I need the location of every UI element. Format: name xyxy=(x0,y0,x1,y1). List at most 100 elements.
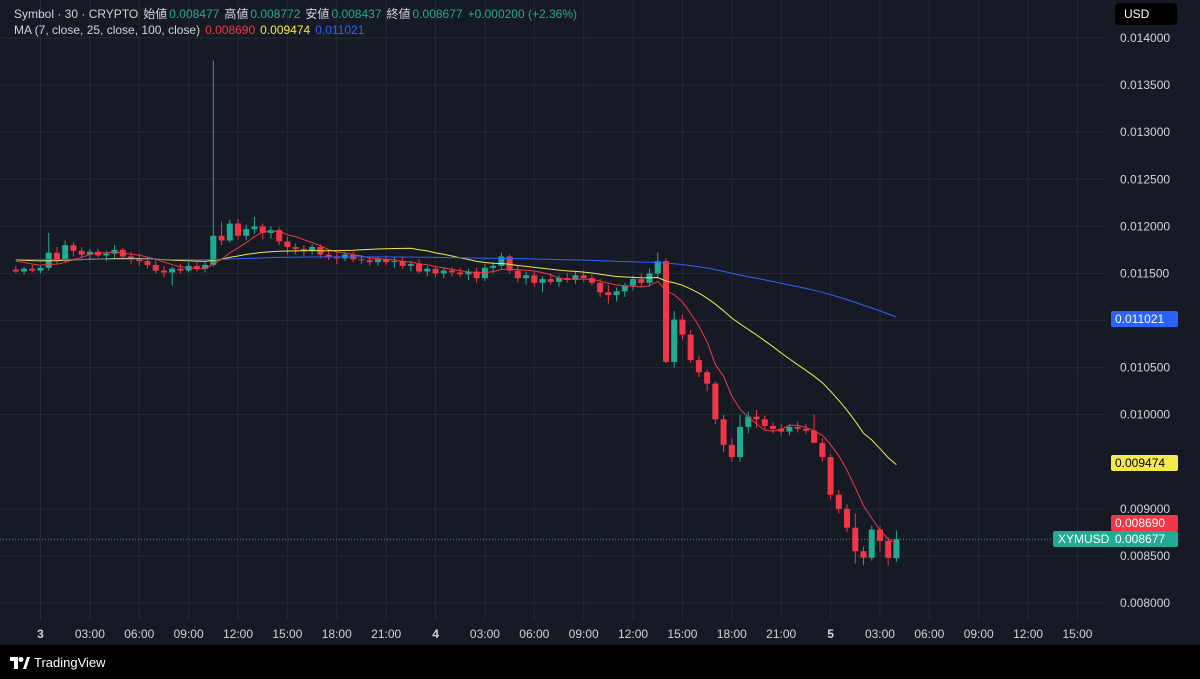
candle-body xyxy=(300,248,307,251)
footer-bar: TradingView xyxy=(0,645,1200,679)
y-tick-label: 0.009000 xyxy=(1120,502,1170,516)
y-tick-label: 0.010500 xyxy=(1120,361,1170,375)
ma7-price-tag: 0.008690 xyxy=(1111,515,1178,531)
candle-body xyxy=(276,230,283,242)
x-tick-label: 09:00 xyxy=(569,627,599,641)
x-tick-label: 12:00 xyxy=(618,627,648,641)
candle-body xyxy=(572,275,579,281)
candle-body xyxy=(819,442,826,458)
ohlc-legend-item-2: 0.008477 xyxy=(169,7,220,21)
candle-body xyxy=(662,261,669,362)
ohlc-legend-item-4: 0.008772 xyxy=(250,7,301,21)
candle-body xyxy=(802,428,809,431)
candle-body xyxy=(309,247,316,251)
x-tick-label: 09:00 xyxy=(964,627,994,641)
y-tick-label: 0.013500 xyxy=(1120,78,1170,92)
candle-body xyxy=(210,235,217,265)
candle-body xyxy=(745,416,752,427)
x-tick-label: 15:00 xyxy=(272,627,302,641)
candle-body xyxy=(202,264,209,269)
candle-body xyxy=(432,268,439,274)
candle-body xyxy=(103,253,110,256)
candle-body xyxy=(160,270,167,273)
ma-legend-item-1: 0.008690 xyxy=(205,23,256,37)
x-tick-label: 06:00 xyxy=(914,627,944,641)
x-tick-label: 06:00 xyxy=(519,627,549,641)
ohlc-legend-item-0: Symbol · 30 · CRYPTO xyxy=(14,7,139,21)
candle-body xyxy=(555,278,562,282)
x-tick-label: 15:00 xyxy=(1062,627,1092,641)
y-tick-label: 0.011500 xyxy=(1120,266,1169,280)
candle-body xyxy=(827,457,834,495)
candle-body xyxy=(753,416,760,420)
last-price-tag: 0.008677 xyxy=(1111,531,1178,547)
candle-body xyxy=(128,256,135,259)
candle-body xyxy=(251,226,258,230)
ma-legend-item-3: 0.011021 xyxy=(315,23,365,37)
candle-body xyxy=(235,223,242,236)
ohlc-legend-item-9: +0.000200 (+2.36%) xyxy=(467,7,577,21)
candle-body xyxy=(374,259,381,263)
x-tick-label: 21:00 xyxy=(766,627,796,641)
candle-body xyxy=(391,261,398,263)
x-tick-label: 06:00 xyxy=(124,627,154,641)
x-tick-label: 12:00 xyxy=(223,627,253,641)
tradingview-logo-icon xyxy=(10,656,30,669)
symbol-price-tag: XYMUSD xyxy=(1053,531,1115,547)
candle-body xyxy=(95,251,102,256)
ma-legend-item-2: 0.009474 xyxy=(260,23,311,37)
candle-body xyxy=(366,260,373,263)
candle-body xyxy=(844,508,851,528)
candle-body xyxy=(358,259,365,261)
candle-body xyxy=(893,539,900,559)
ohlc-legend-item-7: 終値 xyxy=(386,7,411,21)
candle-body xyxy=(37,267,44,271)
ohlc-legend-item-8: 0.008677 xyxy=(412,7,463,21)
x-tick-label: 03:00 xyxy=(470,627,500,641)
candle-body xyxy=(506,256,513,271)
ohlc-legend-item-1: 始値 xyxy=(143,7,168,21)
candle-body xyxy=(860,551,867,558)
candle-body xyxy=(588,278,595,283)
candle-body xyxy=(737,426,744,458)
candle-body xyxy=(885,540,892,558)
candle-body xyxy=(835,494,842,509)
ma100-line xyxy=(15,256,897,318)
candle-body xyxy=(597,282,604,293)
y-tick-label: 0.012500 xyxy=(1120,172,1170,186)
candle-body xyxy=(671,319,678,362)
price-chart[interactable]: 0.014000 0.013500 0.013000 0.012500 0.012000… xyxy=(0,0,1200,645)
candle-body xyxy=(53,252,60,260)
candle-body xyxy=(514,270,521,279)
x-tick-label: 03:00 xyxy=(75,627,105,641)
y-tick-label: 0.014000 xyxy=(1120,31,1170,45)
candle-body xyxy=(490,265,497,268)
ma100-price-tag: 0.011021 xyxy=(1111,311,1178,327)
candle-body xyxy=(86,251,93,255)
candle-body xyxy=(325,254,332,258)
candle-body xyxy=(70,245,77,251)
candle-body xyxy=(383,259,390,263)
x-tick-label: 15:00 xyxy=(667,627,697,641)
ma-legend-item-0: MA (7, close, 25, close, 100, close) xyxy=(14,23,201,37)
candle-body xyxy=(539,279,546,283)
y-tick-label: 0.008000 xyxy=(1120,596,1170,610)
x-tick-label: 09:00 xyxy=(174,627,204,641)
currency-button[interactable]: USD xyxy=(1115,3,1177,25)
candle-body xyxy=(523,275,530,279)
candle-body xyxy=(720,419,727,445)
ma25-line xyxy=(15,247,897,466)
ma25-price-tag: 0.009474 xyxy=(1111,455,1178,471)
brand[interactable]: TradingView xyxy=(10,655,106,670)
candle-body xyxy=(424,268,431,272)
candle-body xyxy=(761,419,768,426)
candle-body xyxy=(440,270,447,274)
candle-body xyxy=(473,271,480,279)
ohlc-legend-item-6: 0.008437 xyxy=(331,7,382,21)
ma-legend: MA (7, close, 25, close, 100, close) 0.00… xyxy=(14,22,369,38)
candle-body xyxy=(613,291,620,296)
candle-body xyxy=(29,268,36,271)
candle-body xyxy=(292,247,299,249)
candle-body xyxy=(794,426,801,429)
